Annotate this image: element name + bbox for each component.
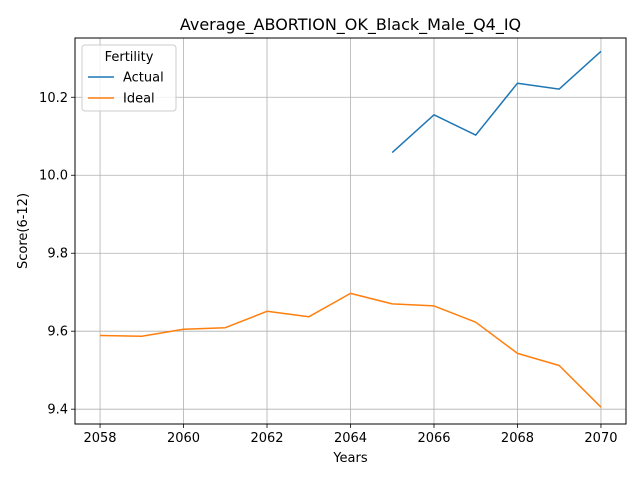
y-tick-label: 10.2 [39,91,68,106]
legend-title: Fertility [105,50,154,65]
chart-title: Average_ABORTION_OK_Black_Male_Q4_IQ [180,15,521,35]
legend: Fertility Actual Ideal [81,44,177,112]
legend-label: Ideal [123,92,155,107]
x-tick-label: 2060 [167,431,200,446]
x-tick-label: 2058 [83,431,116,446]
legend-label: Actual [123,71,164,86]
x-tick-label: 2062 [250,431,283,446]
legend-box [81,44,177,112]
x-tick-label: 2070 [584,431,617,446]
y-axis-label: Score(6-12) [16,193,31,269]
y-tick-label: 9.8 [47,247,68,262]
series-line-actual [391,50,602,154]
x-tick-label: 2064 [334,431,367,446]
y-tick-label: 10.0 [39,169,68,184]
series-line-ideal [99,292,602,408]
series-layer [99,50,602,408]
y-tick-label: 9.4 [47,403,68,418]
x-tick-label: 2068 [501,431,534,446]
grid-lines [75,38,626,424]
axes: 2058 2060 2062 2064 2066 2068 2070 9.4 9.6 9.8 10.… [39,91,617,446]
x-tick-label: 2066 [417,431,450,446]
y-tick-label: 9.6 [47,325,68,340]
x-axis-label: Years [332,451,368,466]
